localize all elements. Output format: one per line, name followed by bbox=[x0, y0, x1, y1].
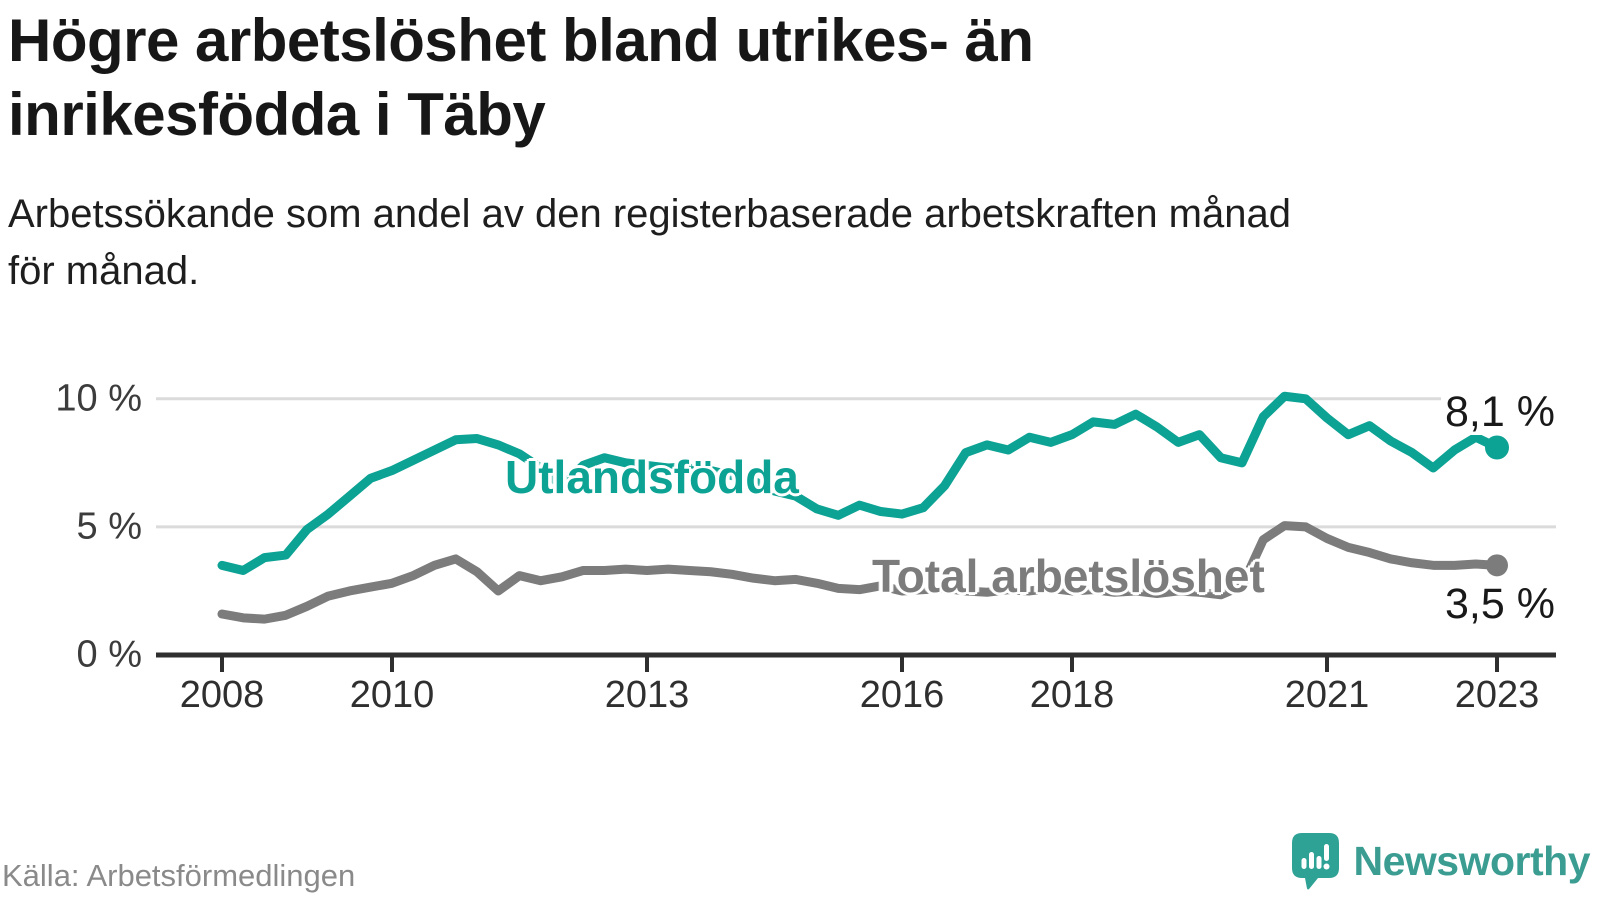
page-title-line1: Högre arbetslöshet bland utrikes- än bbox=[8, 7, 1034, 74]
logo-text: Newsworthy bbox=[1353, 838, 1591, 884]
page-title-line2: inrikesfödda i Täby bbox=[8, 81, 546, 149]
speech-bubble-bar-chart-icon bbox=[1291, 832, 1340, 891]
series-end-dot bbox=[1485, 435, 1509, 460]
series-label-utlandsfodda: Utlandsfödda bbox=[505, 451, 799, 503]
page-title: Högre arbetslöshet bland utrikes- än inr… bbox=[8, 4, 1034, 153]
series-end-dot bbox=[1486, 554, 1508, 577]
gridlines-group bbox=[156, 397, 1556, 529]
page-subtitle-line1: Arbetssökande som andel av den registerb… bbox=[8, 192, 1291, 236]
x-axis-tick-label: 2021 bbox=[1284, 674, 1370, 716]
series-lines-group bbox=[217, 391, 1509, 624]
page-subtitle: Arbetssökande som andel av den registerb… bbox=[8, 186, 1291, 300]
line-total-arbetsloshet bbox=[217, 521, 1502, 624]
newsworthy-logo: Newsworthy bbox=[1291, 832, 1591, 891]
x-axis-tick-label: 2008 bbox=[179, 674, 265, 716]
y-axis-label: 5 % bbox=[76, 505, 142, 548]
line-utlandsfodda bbox=[217, 391, 1502, 575]
y-axis-label: 10 % bbox=[55, 377, 142, 420]
x-axis-group bbox=[156, 652, 1556, 672]
end-value-label-utlandsfodda: 8,1 % bbox=[1441, 390, 1559, 435]
x-axis-tick-label: 2018 bbox=[1029, 674, 1115, 716]
x-axis-tick-label: 2010 bbox=[349, 674, 435, 716]
y-axis-label: 0 % bbox=[76, 633, 142, 676]
x-axis-tick-label: 2023 bbox=[1454, 674, 1540, 716]
page-subtitle-line2: för månad. bbox=[8, 249, 200, 294]
series-label-total-arbetsloshet: Total arbetslöshet bbox=[872, 550, 1265, 602]
x-axis-tick-label: 2016 bbox=[859, 674, 945, 716]
end-value-label-total: 3,5 % bbox=[1441, 582, 1559, 627]
source-note: Källa: Arbetsförmedlingen bbox=[2, 858, 356, 893]
x-axis-tick-label: 2013 bbox=[604, 674, 690, 716]
